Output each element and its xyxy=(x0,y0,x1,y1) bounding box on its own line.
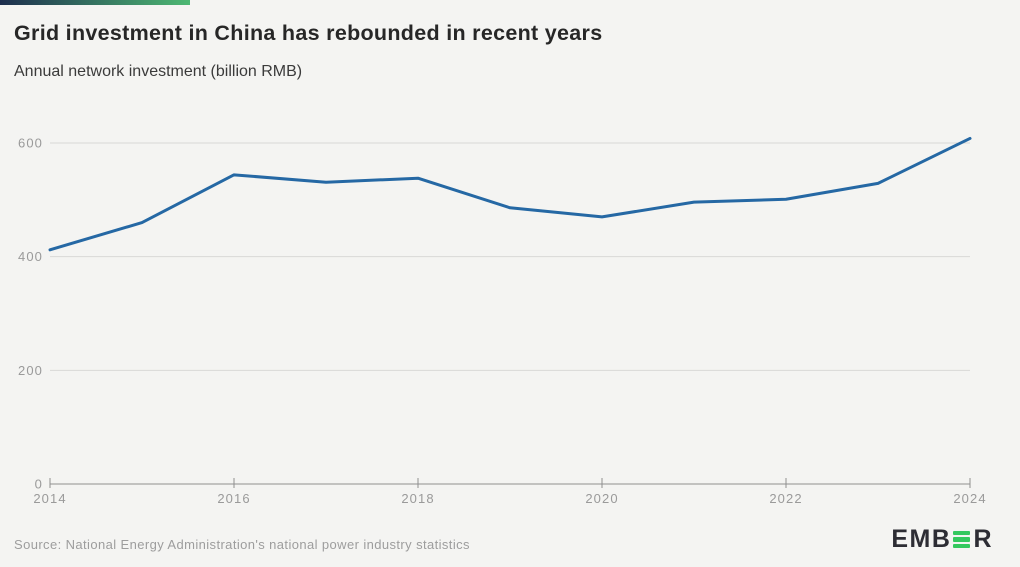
ember-logo-e-bars-icon xyxy=(953,530,971,549)
x-tick-label: 2016 xyxy=(217,491,250,506)
accent-gradient-bar xyxy=(0,0,190,5)
x-tick-label: 2022 xyxy=(769,491,802,506)
y-tick-label: 0 xyxy=(35,477,43,492)
ember-logo-bar xyxy=(953,537,971,542)
source-note: Source: National Energy Administration's… xyxy=(14,537,470,552)
x-tick-label: 2024 xyxy=(953,491,986,506)
ember-logo-text-prefix: EMB xyxy=(891,525,952,553)
y-tick-label: 400 xyxy=(18,249,43,264)
ember-logo-bar xyxy=(953,530,971,535)
y-tick-label: 600 xyxy=(18,136,43,151)
ember-logo-text-suffix: R xyxy=(973,525,993,553)
chart-subtitle: Annual network investment (billion RMB) xyxy=(14,63,303,80)
ember-logo: EMB R xyxy=(891,525,993,554)
ember-logo-bar xyxy=(953,544,971,549)
chart-title: Grid investment in China has rebounded i… xyxy=(14,21,603,45)
x-tick-label: 2020 xyxy=(585,491,618,506)
x-tick-label: 2014 xyxy=(33,491,66,506)
x-tick-label: 2018 xyxy=(401,491,434,506)
y-tick-label: 200 xyxy=(18,363,43,378)
investment-line-series xyxy=(48,136,972,252)
